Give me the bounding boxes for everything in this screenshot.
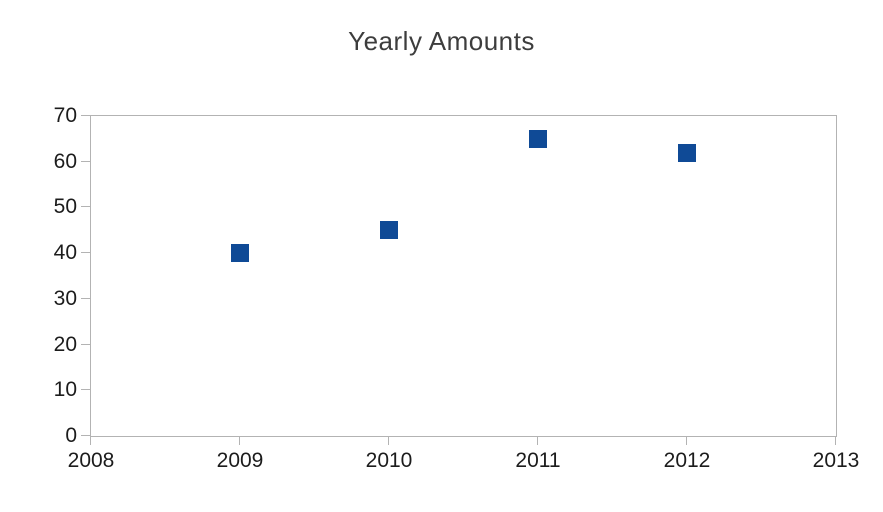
x-axis-tick-label: 2013: [812, 449, 860, 472]
y-axis-tick: [81, 435, 90, 436]
x-axis-tick-label: 2009: [216, 449, 264, 472]
plot-area: 0 10 20 30 40 50 60 70 2008 2009 2010 2011 2012 2013: [54, 105, 860, 471]
x-axis-tick-label: 2012: [663, 449, 711, 472]
chart-title: Yearly Amounts: [348, 26, 535, 56]
x-axis-tick-label: 2008: [67, 449, 115, 472]
data-point-marker: [678, 143, 696, 162]
data-point-marker: [231, 244, 249, 263]
data-point-marker: [380, 221, 398, 240]
x-axis-tick-label: 2011: [515, 449, 561, 472]
y-axis-tick-label: 10: [53, 378, 77, 402]
y-axis-tick: [81, 160, 90, 162]
y-axis-tick: [81, 343, 90, 345]
y-axis-tick: [81, 297, 90, 299]
data-point-marker: [529, 129, 547, 148]
y-axis-tick-label: 40: [53, 241, 77, 265]
y-axis-tick-label: 0: [65, 424, 77, 448]
x-axis-tick-label: 2010: [365, 449, 413, 472]
y-axis-tick-label: 70: [53, 104, 77, 128]
x-axis-tick: [388, 436, 389, 445]
x-axis-tick: [537, 436, 538, 445]
y-axis-tick: [81, 115, 90, 116]
y-axis-tick-label: 50: [53, 195, 77, 219]
x-axis-tick: [686, 436, 687, 445]
y-axis-tick: [81, 252, 90, 254]
y-axis-tick: [81, 206, 90, 208]
y-axis-tick-label: 30: [53, 286, 77, 310]
x-axis-tick: [239, 436, 240, 445]
y-axis-tick-label: 60: [53, 149, 77, 173]
x-axis-tick: [835, 436, 836, 445]
x-axis-tick: [90, 436, 91, 445]
y-axis-tick: [81, 389, 90, 391]
y-axis-tick-label: 20: [53, 332, 77, 356]
